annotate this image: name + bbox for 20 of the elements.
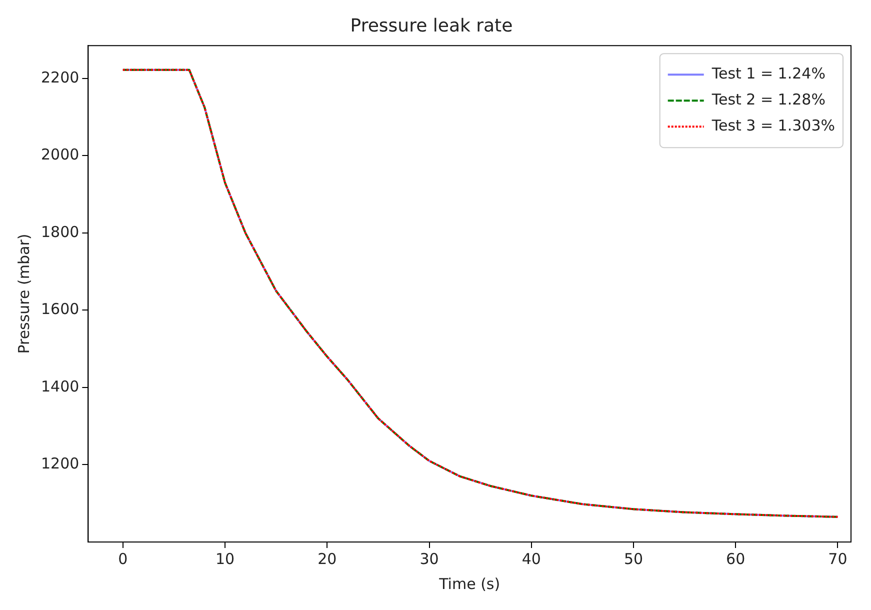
x-tick-label: 30 <box>420 550 439 568</box>
y-tick-label: 2000 <box>40 146 80 164</box>
x-axis-title: Time (s) <box>438 574 500 593</box>
legend-label: Test 3 = 1.303% <box>710 116 836 134</box>
x-tick-label: 60 <box>726 550 746 568</box>
x-tick-label: 0 <box>118 550 128 568</box>
x-tick-label: 70 <box>828 550 848 568</box>
y-tick-label: 1800 <box>40 222 80 241</box>
y-tick-label: 2200 <box>40 68 80 86</box>
x-tick-label: 10 <box>215 550 235 568</box>
legend-label: Test 1 = 1.24% <box>710 64 826 82</box>
y-tick-label: 1400 <box>40 377 80 396</box>
x-tick-label: 40 <box>522 550 541 568</box>
chart-title: Pressure leak rate <box>350 15 513 36</box>
x-tick-label: 50 <box>624 550 644 568</box>
y-tick-label: 1200 <box>40 454 80 473</box>
y-tick-label: 1600 <box>40 300 80 318</box>
x-tick-label: 20 <box>318 550 337 568</box>
legend-label: Test 2 = 1.28% <box>710 90 826 108</box>
y-axis-title: Pressure (mbar) <box>14 234 33 354</box>
